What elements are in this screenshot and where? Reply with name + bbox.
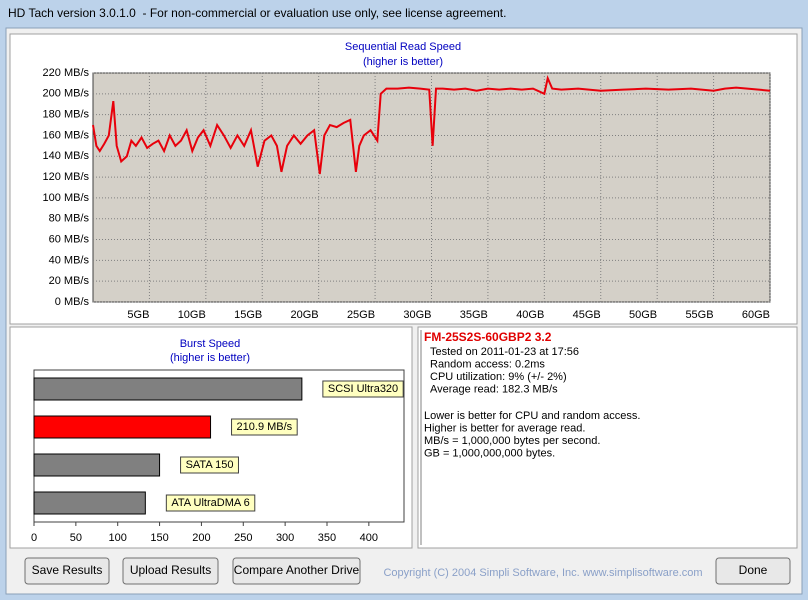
bar-label: SCSI Ultra320 [328, 383, 398, 395]
button-label[interactable]: Upload Results [130, 563, 211, 577]
bar-label: ATA UltraDMA 6 [171, 497, 249, 509]
x-tick-label: 45GB [573, 309, 601, 321]
y-tick-label: 120 MB/s [43, 171, 90, 183]
bar [33, 415, 212, 439]
y-tick-label: 80 MB/s [49, 213, 90, 225]
button-label[interactable]: Save Results [32, 563, 103, 577]
info-line: Random access: 0.2ms [430, 358, 545, 370]
bar-label: 210.9 MB/s [237, 421, 293, 433]
button[interactable] [122, 557, 219, 585]
bar [33, 453, 161, 477]
bar-label-box [322, 380, 404, 398]
bar [33, 491, 146, 515]
button[interactable] [715, 557, 791, 585]
x-tick-label: 20GB [291, 309, 319, 321]
read-title: Sequential Read Speed [345, 41, 461, 53]
x-tick-label: 5GB [127, 309, 149, 321]
x-tick-label: 30GB [403, 309, 431, 321]
info-note: Lower is better for CPU and random acces… [424, 410, 640, 422]
read-speed-line [92, 74, 771, 175]
info-note: Higher is better for average read. [424, 422, 585, 434]
x-tick-label: 250 [234, 532, 252, 544]
y-tick-label: 0 MB/s [55, 296, 90, 308]
info-title: FM-25S2S-60GBP2 3.2 [424, 330, 552, 344]
bar [33, 377, 303, 401]
burst-title: Burst Speed [180, 338, 241, 350]
button[interactable] [232, 557, 361, 585]
button-label[interactable]: Compare Another Drive [234, 563, 360, 577]
y-tick-label: 100 MB/s [43, 192, 90, 204]
read-subtitle: (higher is better) [363, 56, 443, 68]
info-note: MB/s = 1,000,000 bytes per second. [424, 435, 600, 447]
bar-label-box [231, 418, 298, 436]
x-tick-label: 55GB [685, 309, 713, 321]
x-tick-label: 350 [318, 532, 336, 544]
button-label[interactable]: Done [739, 563, 768, 577]
window-title: HD Tach version 3.0.1.0 - For non-commer… [8, 6, 506, 20]
x-tick-label: 60GB [742, 309, 770, 321]
y-tick-label: 20 MB/s [49, 275, 90, 287]
bar-label-box [180, 456, 239, 474]
burst-subtitle: (higher is better) [170, 352, 250, 364]
x-tick-label: 10GB [178, 309, 206, 321]
x-tick-label: 300 [276, 532, 294, 544]
x-tick-label: 15GB [234, 309, 262, 321]
x-tick-label: 50 [70, 532, 82, 544]
y-tick-label: 160 MB/s [43, 129, 90, 141]
y-tick-label: 40 MB/s [49, 254, 90, 266]
x-tick-label: 150 [150, 532, 168, 544]
info-panel [417, 326, 798, 549]
y-tick-label: 60 MB/s [49, 233, 90, 245]
info-line: Average read: 182.3 MB/s [430, 383, 558, 395]
info-line: CPU utilization: 9% (+/- 2%) [430, 371, 567, 383]
x-tick-label: 50GB [629, 309, 657, 321]
bar-label-box [165, 494, 256, 512]
x-tick-label: 200 [192, 532, 210, 544]
x-tick-label: 40GB [516, 309, 544, 321]
x-tick-label: 100 [109, 532, 127, 544]
button[interactable] [24, 557, 110, 585]
x-tick-label: 400 [360, 532, 378, 544]
x-tick-label: 35GB [460, 309, 488, 321]
y-tick-label: 220 MB/s [43, 67, 90, 79]
info-line: Tested on 2011-01-23 at 17:56 [430, 346, 579, 358]
x-tick-label: 0 [31, 532, 37, 544]
bar-label: SATA 150 [186, 459, 234, 471]
copyright: Copyright (C) 2004 Simpli Software, Inc.… [383, 567, 702, 579]
y-tick-label: 180 MB/s [43, 109, 90, 121]
info-note: GB = 1,000,000,000 bytes. [424, 447, 555, 459]
y-tick-label: 140 MB/s [43, 150, 90, 162]
x-tick-label: 25GB [347, 309, 375, 321]
y-tick-label: 200 MB/s [43, 88, 90, 100]
